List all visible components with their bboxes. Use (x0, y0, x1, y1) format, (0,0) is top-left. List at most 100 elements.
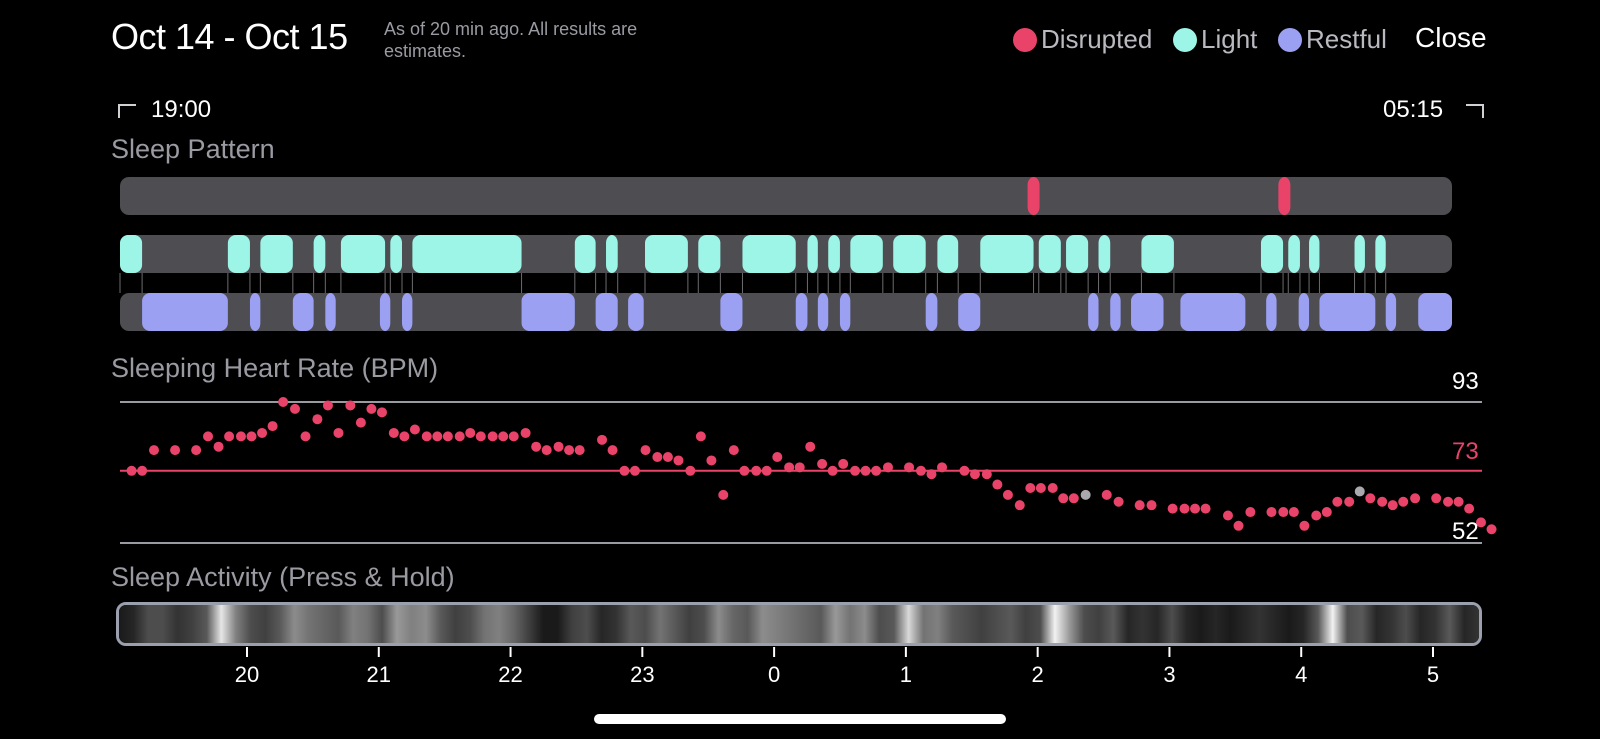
heart-rate-point (1167, 503, 1178, 514)
light-segment (1309, 235, 1320, 273)
heart-rate-point (882, 462, 893, 473)
hr-min-label: 52 (1452, 518, 1479, 545)
restful-segment (925, 293, 938, 331)
legend-disrupted: Disrupted (1013, 24, 1152, 55)
heart-rate-point (126, 465, 137, 476)
heart-rate-point (1146, 500, 1157, 511)
heart-rate-point (224, 431, 235, 442)
light-segment (742, 235, 796, 273)
home-indicator[interactable] (594, 714, 1006, 724)
heart-rate-point (409, 424, 420, 435)
heart-rate-point (574, 445, 585, 456)
hr-average-label: 73 (1452, 438, 1479, 465)
heart-rate-point (981, 469, 992, 480)
heart-rate-point (1245, 507, 1256, 518)
heart-rate-point (1464, 503, 1475, 514)
range-start-time: 19:00 (151, 96, 212, 123)
heart-rate-point (673, 455, 684, 466)
light-segment (340, 235, 386, 273)
axis-tick-label: 21 (366, 662, 391, 687)
light-segment (1375, 235, 1386, 273)
heart-rate-point (246, 431, 257, 442)
heart-rate-point (1475, 517, 1486, 528)
heart-rate-point (553, 441, 564, 452)
heart-rate-point (388, 427, 399, 438)
restful-segment (1298, 293, 1310, 331)
heart-rate-point (1222, 510, 1233, 521)
light-segment (1141, 235, 1174, 273)
heart-rate-point (817, 458, 828, 469)
light-segment (1354, 235, 1365, 273)
axis-tick-label: 1 (899, 662, 912, 687)
heart-rate-point (148, 445, 159, 456)
heart-rate-point (860, 465, 871, 476)
heart-rate-point (751, 465, 762, 476)
light-segment (120, 235, 143, 273)
heart-rate-point (959, 465, 970, 476)
heart-rate-point (739, 465, 750, 476)
estimate-note: As of 20 min ago. All results are estima… (384, 19, 638, 61)
heart-rate-point (662, 452, 673, 463)
heart-rate-point (850, 465, 861, 476)
heart-rate-point (794, 462, 805, 473)
light-segment (1288, 235, 1300, 273)
axis-tick-label: 3 (1163, 662, 1176, 687)
heart-rate-point (1278, 507, 1289, 518)
heart-rate-point (1431, 493, 1442, 504)
restful-segment (720, 293, 743, 331)
heart-rate-point (607, 445, 618, 456)
heart-rate-point (1387, 500, 1398, 511)
restful-segment (292, 293, 314, 331)
heart-rate-point (1354, 486, 1365, 497)
restful-segment (628, 293, 644, 331)
legend-label: Restful (1306, 24, 1387, 54)
light-segment (390, 235, 402, 273)
heart-rate-point (772, 452, 783, 463)
restful-segment (379, 293, 391, 331)
restful-segment (521, 293, 575, 331)
heart-rate-point (1486, 524, 1497, 535)
heart-rate-point (871, 465, 882, 476)
disrupted-track (120, 177, 1452, 215)
restful-segment (325, 293, 336, 331)
heart-rate-point (805, 441, 816, 452)
close-button[interactable]: Close (1415, 22, 1487, 53)
light-segment (893, 235, 926, 273)
heart-rate-point (685, 465, 696, 476)
heart-rate-point (1101, 489, 1112, 500)
restful-segment (795, 293, 808, 331)
light-dot-icon (1173, 27, 1197, 52)
heart-rate-point (137, 465, 148, 476)
legend-label: Disrupted (1041, 24, 1153, 54)
heart-rate-point (1047, 482, 1058, 493)
heart-rate-point (629, 465, 640, 476)
axis-tick-label: 4 (1295, 662, 1308, 687)
restful-segment (1418, 293, 1452, 331)
heart-rate-point (937, 462, 948, 473)
restful-segment (1385, 293, 1397, 331)
light-segment (807, 235, 818, 273)
heart-rate-point (718, 489, 729, 500)
heart-rate-point (520, 427, 531, 438)
light-segment (1260, 235, 1284, 273)
light-segment (1066, 235, 1089, 273)
restful-dot-icon (1278, 27, 1302, 52)
range-start-bracket-icon (118, 104, 136, 118)
disrupted-dot-icon (1013, 27, 1037, 52)
restful-segment (595, 293, 618, 331)
light-segment (645, 235, 688, 273)
heart-rate-point (454, 431, 465, 442)
heart-rate-point (915, 465, 926, 476)
restful-segment (1110, 293, 1121, 331)
restful-segment (1180, 293, 1246, 331)
heart-rate-point (1266, 507, 1277, 518)
restful-segment (1131, 293, 1164, 331)
disrupted-segment (1278, 177, 1291, 215)
light-segment (1038, 235, 1061, 273)
sleep-activity-strip[interactable] (116, 602, 1482, 646)
light-segment (980, 235, 1034, 273)
heart-rate-point (213, 441, 224, 452)
heart-rate-point (170, 445, 181, 456)
heart-rate-title: Sleeping Heart Rate (BPM) (111, 353, 439, 383)
heart-rate-point (355, 417, 366, 428)
